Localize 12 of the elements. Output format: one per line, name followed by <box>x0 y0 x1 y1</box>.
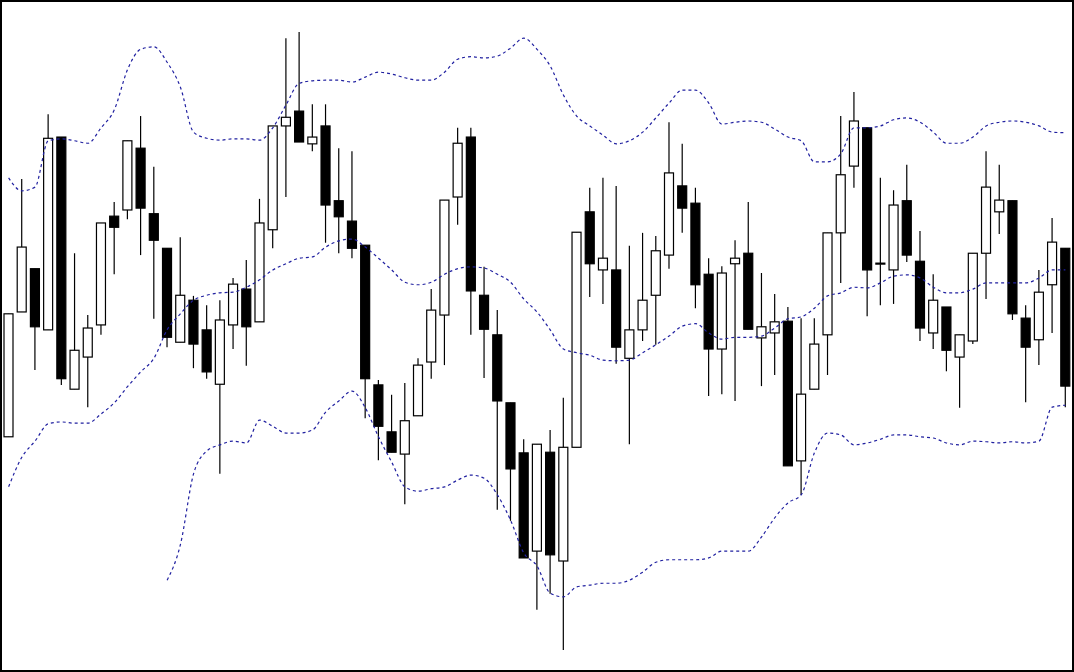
candlestick <box>386 394 397 453</box>
candlestick <box>994 164 1005 235</box>
candlestick <box>954 334 965 409</box>
candlestick <box>769 293 780 376</box>
candlestick <box>333 147 344 254</box>
candlestick <box>875 177 886 306</box>
candlestick <box>677 143 688 234</box>
candlestick <box>280 37 292 198</box>
candlestick <box>109 201 120 275</box>
candlestick <box>756 272 767 387</box>
candlestick <box>307 103 318 152</box>
candlestick <box>597 177 609 305</box>
